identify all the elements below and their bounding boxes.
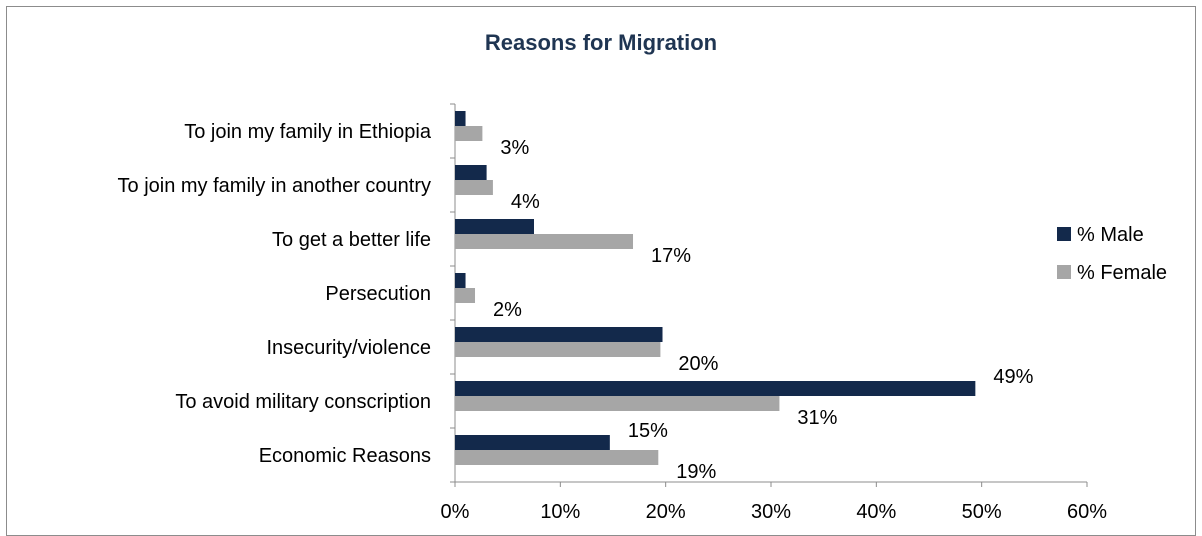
- data-label: 19%: [676, 461, 716, 483]
- data-label: 17%: [651, 245, 691, 267]
- bar-male: [455, 327, 663, 342]
- bar-female: [455, 288, 476, 303]
- category-label: Economic Reasons: [259, 445, 431, 467]
- x-tick-label: 50%: [962, 501, 1002, 523]
- data-label: 49%: [993, 366, 1033, 388]
- category-label: To avoid military conscription: [175, 391, 431, 413]
- bar-female: [455, 450, 659, 465]
- legend-label: % Male: [1077, 224, 1144, 246]
- bar-female: [455, 396, 780, 411]
- data-label: 4%: [511, 191, 540, 213]
- x-tick-label: 60%: [1067, 501, 1107, 523]
- bar-female: [455, 126, 483, 141]
- bar-male: [455, 111, 466, 126]
- category-label: To get a better life: [272, 229, 431, 251]
- legend-label: % Female: [1077, 262, 1167, 284]
- x-tick-label: 10%: [540, 501, 580, 523]
- x-tick-label: 20%: [646, 501, 686, 523]
- bar-female: [455, 342, 661, 357]
- category-label: To join my family in another country: [118, 175, 431, 197]
- x-tick-label: 0%: [441, 501, 470, 523]
- chart-bars: [455, 111, 976, 465]
- bar-male: [455, 165, 487, 180]
- category-label: Persecution: [325, 283, 431, 305]
- data-label: 3%: [500, 137, 529, 159]
- chart-title: Reasons for Migration: [484, 30, 718, 55]
- bar-male: [455, 381, 976, 396]
- bar-female: [455, 234, 634, 249]
- data-label: 20%: [678, 353, 718, 375]
- data-label: 31%: [797, 407, 837, 429]
- bar-male: [455, 273, 466, 288]
- x-tick-label: 40%: [856, 501, 896, 523]
- bar-male: [455, 219, 534, 234]
- x-tick-label: 30%: [751, 501, 791, 523]
- chart-labels: 49% 15% 3% 4% 17% 2% 20% 31% 19%: [493, 137, 1034, 483]
- bar-female: [455, 180, 493, 195]
- category-label: Insecurity/violence: [266, 337, 431, 359]
- category-label: To join my family in Ethiopia: [184, 121, 432, 143]
- chart-axes: 0% 10% 20% 30% 40% 50% 60% To join my family in…: [118, 103, 1107, 523]
- data-label: 15%: [628, 420, 668, 442]
- legend-swatch: [1057, 227, 1071, 241]
- bar-male: [455, 435, 610, 450]
- data-label: 2%: [493, 299, 522, 321]
- chart-legend: % Male % Female: [1057, 224, 1167, 284]
- legend-swatch: [1057, 265, 1071, 279]
